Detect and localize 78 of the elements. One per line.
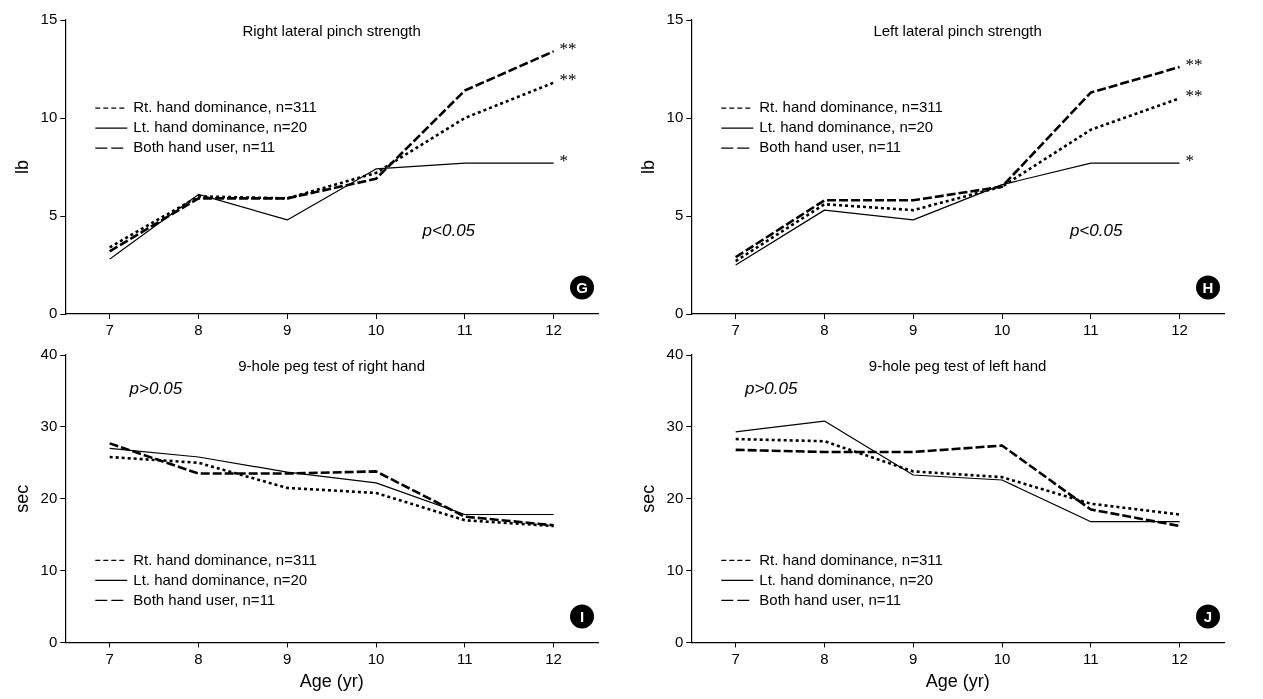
annotation: ** [559,70,577,90]
y-tick-label: 0 [48,632,58,650]
annotation: * [559,150,569,170]
y-tick-label: 20 [666,488,684,506]
y-tick-label: 5 [48,206,58,224]
chart-title: Left lateral pinch strength [873,22,1042,40]
x-tick-label: 11 [1083,321,1099,339]
chart-title: Right lateral pinch strength [242,22,421,40]
y-tick-label: 15 [666,10,684,28]
legend-label: Lt. hand dominance, n=20 [133,570,308,588]
annotation: G [576,278,588,296]
y-tick-label: 10 [40,560,58,578]
annotation: * [1185,150,1195,170]
x-tick-label: 12 [545,649,562,667]
x-tick-label: 8 [820,321,829,339]
x-tick-label: 8 [194,321,203,339]
y-tick-label: 10 [666,108,684,126]
legend-label: Lt. hand dominance, n=20 [133,118,308,136]
x-tick-label: 7 [105,649,114,667]
legend-label: Rt. hand dominance, n=311 [133,550,317,568]
legend-label: Rt. hand dominance, n=311 [133,98,317,116]
y-axis-title: sec [11,484,32,513]
legend-label: Both hand user, n=11 [133,590,276,608]
x-tick-label: 9 [909,649,918,667]
annotation: H [1202,278,1214,296]
annotation: ** [1185,85,1203,105]
y-axis-title: sec [637,484,658,513]
y-tick-label: 10 [666,560,684,578]
x-tick-label: 9 [283,649,292,667]
legend-label: Both hand user, n=11 [759,138,902,156]
x-tick-label: 10 [367,321,385,339]
x-tick-label: 7 [105,321,114,339]
annotation: p>0.05 [128,379,183,399]
x-tick-label: 10 [993,649,1011,667]
x-tick-label: 8 [194,649,203,667]
annotation: I [579,607,585,625]
y-tick-label: 30 [40,416,58,434]
annotation: J [1203,607,1213,625]
annotation: p>0.05 [743,379,798,399]
y-tick-label: 5 [674,206,684,224]
y-axis-title: lb [11,159,32,175]
x-tick-label: 10 [993,321,1011,339]
x-tick-label: 9 [909,321,918,339]
x-axis-title: Age (yr) [299,671,364,692]
y-tick-label: 10 [40,108,58,126]
chart-title: 9-hole peg test of right hand [238,357,426,375]
x-tick-label: 12 [545,321,562,339]
chart-title: 9-hole peg test of left hand [868,357,1047,375]
y-tick-label: 30 [666,416,684,434]
y-tick-label: 40 [40,345,58,363]
y-tick-label: 0 [674,304,684,322]
y-axis-title: lb [637,159,658,175]
y-tick-label: 0 [48,304,58,322]
y-tick-label: 40 [666,345,684,363]
legend-label: Lt. hand dominance, n=20 [759,118,934,136]
annotation: p<0.05 [421,221,476,241]
legend-label: Lt. hand dominance, n=20 [759,570,934,588]
x-tick-label: 12 [1171,649,1188,667]
x-tick-label: 11 [457,649,473,667]
x-tick-label: 10 [367,649,385,667]
legend-label: Both hand user, n=11 [759,590,902,608]
annotation: ** [559,38,577,58]
x-axis-title: Age (yr) [925,671,990,692]
y-tick-label: 0 [674,632,684,650]
legend-label: Rt. hand dominance, n=311 [759,550,943,568]
x-tick-label: 11 [457,321,473,339]
x-tick-label: 11 [1083,649,1099,667]
legend-label: Both hand user, n=11 [133,138,276,156]
annotation: p<0.05 [1068,221,1123,241]
x-tick-label: 8 [820,649,829,667]
x-tick-label: 12 [1171,321,1188,339]
x-tick-label: 7 [731,321,740,339]
x-tick-label: 7 [731,649,740,667]
legend-label: Rt. hand dominance, n=311 [759,98,943,116]
annotation: ** [1185,54,1203,74]
y-tick-label: 15 [40,10,58,28]
x-tick-label: 9 [283,321,292,339]
y-tick-label: 20 [40,488,58,506]
